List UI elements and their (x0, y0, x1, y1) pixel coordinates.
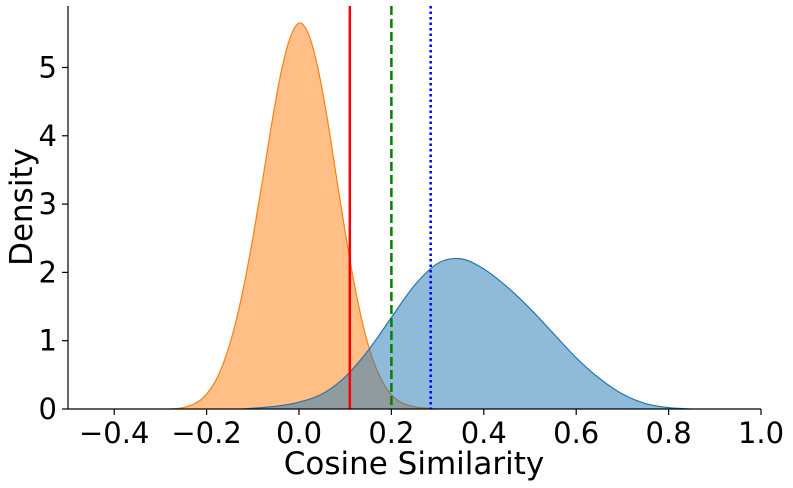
x-tick-label-3: 0.2 (368, 416, 414, 450)
x-axis-title: Cosine Similarity (284, 446, 545, 482)
x-tick-label-4: 0.4 (461, 416, 507, 450)
y-axis-title: Density (4, 148, 40, 266)
axes-layer (67, 6, 761, 410)
x-tick-label-6: 0.8 (646, 416, 692, 450)
x-tick-label-2: 0.0 (276, 416, 322, 450)
y-tick-label-3: 3 (39, 187, 57, 221)
vline-layer (348, 6, 432, 409)
tick-layer: −0.4 −0.2 0.0 0.2 0.4 0.6 0.8 1.0 0 1 2 3 4 5 (39, 50, 785, 450)
x-tick-label-7: 1.0 (738, 416, 784, 450)
density-area-0 (169, 22, 438, 409)
y-tick-label-0: 0 (39, 392, 57, 426)
y-tick-label-5: 5 (39, 50, 57, 84)
density-line-1 (243, 257, 692, 410)
density-area-1 (243, 258, 692, 409)
series-layer (169, 22, 692, 410)
x-tick-label-0: −0.4 (79, 416, 149, 450)
x-tick-label-5: 0.6 (553, 416, 599, 450)
y-tick-label-2: 2 (39, 255, 57, 289)
x-tick-label-1: −0.2 (171, 416, 241, 450)
y-tick-label-1: 1 (39, 324, 57, 358)
y-tick-label-4: 4 (39, 119, 57, 153)
